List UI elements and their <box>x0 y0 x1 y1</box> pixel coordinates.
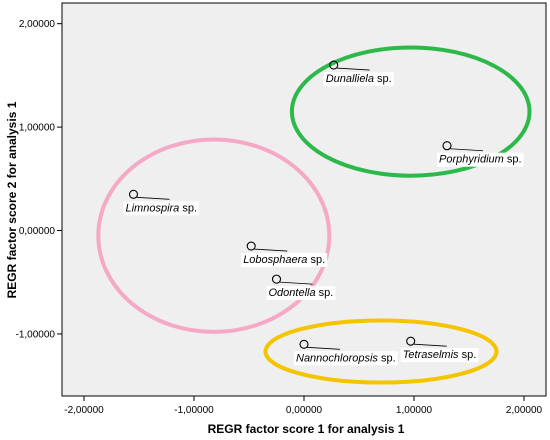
group-ellipse-1 <box>289 45 532 178</box>
y-tick-label: 2,00000 <box>19 19 56 30</box>
data-point-5: Odontella sp. <box>266 274 336 301</box>
point-label: Lobosphaera sp. <box>243 254 325 266</box>
plot-area <box>61 2 547 397</box>
x-tick-label: 0,00000 <box>286 405 323 416</box>
point-label-genus: Tetraselmis <box>403 349 459 361</box>
point-label-background <box>323 72 394 87</box>
point-leader-line <box>449 148 484 152</box>
y-axis-title: REGR factor score 2 for analysis 1 <box>5 101 19 298</box>
data-point-3: Limnospira sp. <box>123 189 200 216</box>
point-label-genus: Porphyridium <box>439 154 504 166</box>
group-ellipse-3 <box>263 318 499 385</box>
point-marker <box>299 339 309 349</box>
point-label-suffix: sp. <box>307 254 325 266</box>
point-label-genus: Odontella <box>269 287 316 299</box>
point-leader-line <box>136 196 170 200</box>
point-label-background <box>400 348 479 363</box>
point-marker <box>329 60 339 70</box>
point-label-background <box>266 286 336 301</box>
y-tick-label: 1,00000 <box>19 123 56 134</box>
y-tick-label: -1,00000 <box>16 329 56 340</box>
x-tick-label: 1,00000 <box>396 405 433 416</box>
data-point-2: Porphyridium sp. <box>437 141 524 167</box>
x-tick-label: -1,00000 <box>174 405 214 416</box>
data-points: Dunalliela sp.Porphyridium sp.Limnospira… <box>123 60 524 366</box>
x-tick-label: 2,00000 <box>506 405 543 416</box>
point-label-genus: Dunalliela <box>326 73 374 85</box>
point-label-suffix: sp. <box>179 202 197 214</box>
data-point-7: Tetraselmis sp. <box>400 336 479 363</box>
point-label-suffix: sp. <box>316 287 334 299</box>
point-leader-line <box>254 248 288 252</box>
group-ellipses <box>96 45 532 385</box>
point-label-suffix: sp. <box>504 154 522 166</box>
point-marker <box>246 241 256 251</box>
point-label: Nannochloropsis sp. <box>296 352 396 364</box>
point-label-genus: Nannochloropsis <box>296 352 378 364</box>
group-ellipse-2 <box>96 137 332 334</box>
point-marker <box>406 336 416 346</box>
point-label-suffix: sp. <box>378 352 396 364</box>
point-leader-line <box>413 343 447 347</box>
data-point-4: Lobosphaera sp. <box>241 241 328 268</box>
point-marker <box>271 274 282 284</box>
point-leader-line <box>306 346 341 350</box>
point-label: Dunalliela sp. <box>326 73 392 85</box>
point-label-background <box>294 351 398 366</box>
data-point-1: Dunalliela sp. <box>323 60 394 87</box>
point-label-background <box>241 253 328 268</box>
point-label-suffix: sp. <box>374 73 392 85</box>
point-marker <box>442 141 452 151</box>
point-label-background <box>437 152 524 167</box>
point-label: Odontella sp. <box>269 287 334 299</box>
point-label: Limnospira sp. <box>126 202 198 214</box>
point-label-background <box>123 201 200 216</box>
axes: -2,00000 -1,00000 0,00000 1,00000 2,00000 -1,… <box>16 19 543 416</box>
point-label-suffix: sp. <box>459 349 477 361</box>
point-label-genus: Limnospira <box>126 202 180 214</box>
x-axis-title: REGR factor score 1 for analysis 1 <box>208 422 405 436</box>
data-point-6: Nannochloropsis sp. <box>294 339 398 366</box>
y-tick-label: 0,00000 <box>19 226 56 237</box>
point-leader-line <box>336 67 370 71</box>
x-tick-label: -2,00000 <box>64 405 104 416</box>
point-label: Porphyridium sp. <box>439 154 522 166</box>
point-label: Tetraselmis sp. <box>403 349 477 361</box>
point-marker <box>128 189 139 199</box>
point-label-genus: Lobosphaera <box>243 254 307 266</box>
point-leader-line <box>279 281 313 285</box>
